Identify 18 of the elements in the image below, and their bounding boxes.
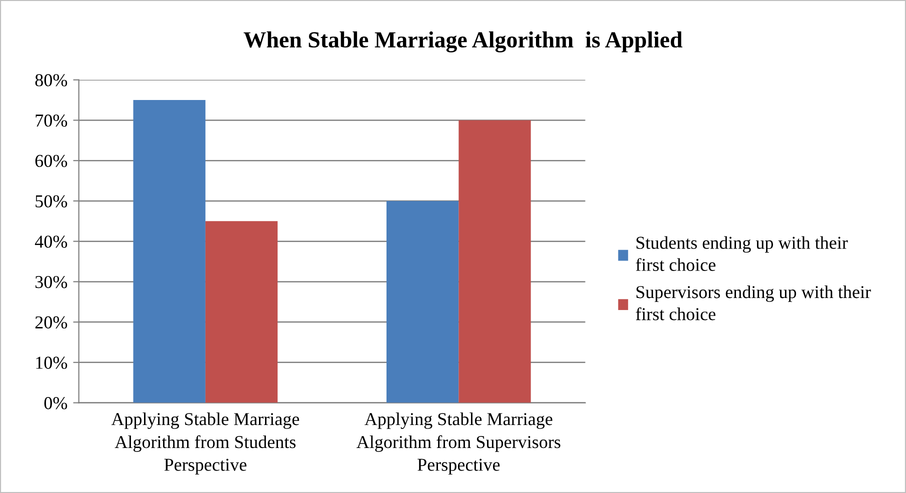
y-tick-label: 20%	[35, 316, 68, 329]
legend-label: Students ending up with their first choice	[636, 236, 848, 271]
legend-label: Supervisors ending up with their first choice	[636, 285, 871, 320]
y-tick-label: 50%	[36, 195, 68, 208]
y-tick-label: 10%	[36, 356, 68, 369]
x-tick-label: Applying Stable Marriage Algorithm from Students Perspective	[111, 412, 300, 475]
y-tick-label: 70%	[36, 114, 68, 127]
y-tick-label: 40%	[34, 236, 68, 248]
y-tick-label: 80%	[35, 74, 68, 86]
x-tick-label: Applying Stable Marriage Algorithm from Supervisors Perspective	[356, 412, 560, 475]
bar	[458, 120, 531, 403]
chart-title: When Stable Marriage Algorithm is Applied	[244, 31, 682, 52]
bar	[133, 100, 206, 403]
bar	[386, 200, 459, 403]
y-tick-label: 0%	[44, 397, 68, 410]
y-tick-label: 30%	[35, 276, 68, 288]
bar	[205, 221, 278, 403]
y-tick-label: 60%	[35, 154, 68, 168]
